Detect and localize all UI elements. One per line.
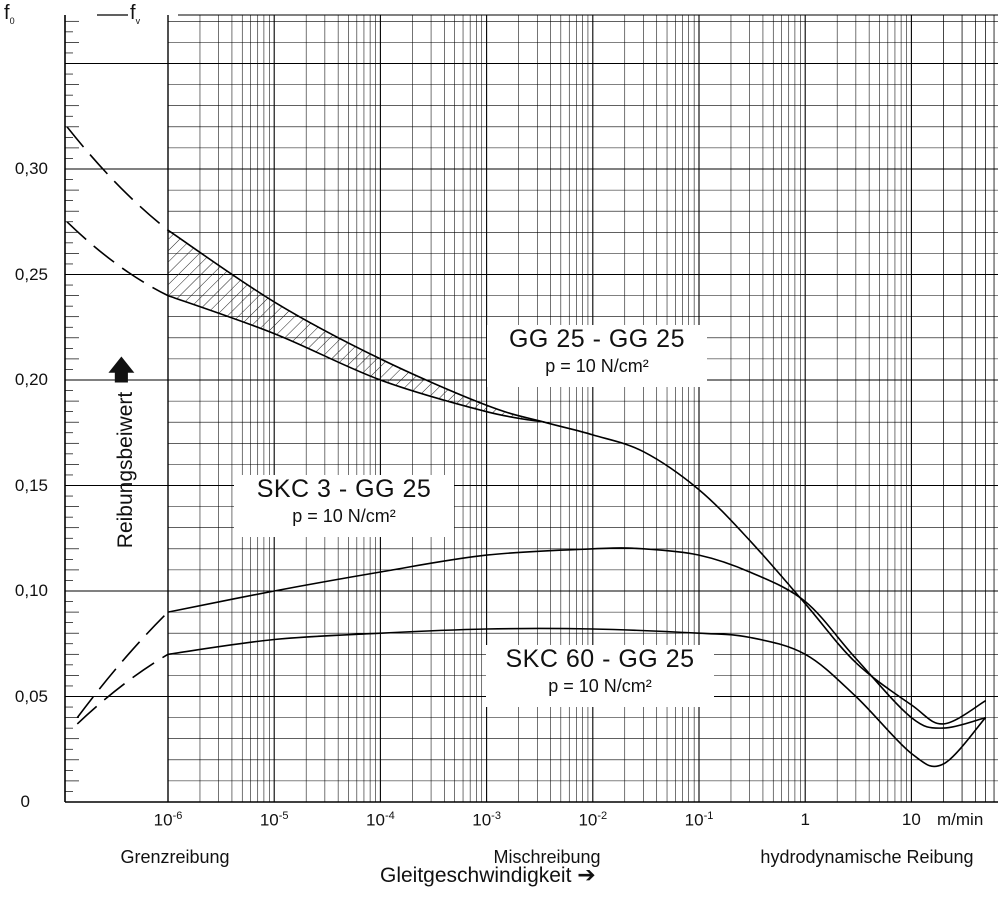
series-name-skc60: SKC 60 - GG 25 [505,645,695,673]
skc60-extrapolation [76,653,169,725]
x-tick-label: 10-6 [153,810,183,830]
fv-symbol: fv [130,2,141,26]
arrow-up-icon: 🡅 [107,354,136,385]
y-tick-label: 0 [20,792,30,811]
series-name-skc3: SKC 3 - GG 25 [256,475,432,503]
x-tick-label: 10 [901,810,921,829]
x-tick-label: 10-2 [578,810,608,830]
series-label-skc60: SKC 60 - GG 25 p = 10 N/cm² [486,645,714,707]
x-tick-label: 10-1 [684,810,714,830]
region-hydrodynamisch: hydrodynamische Reibung [760,847,974,867]
y-tick-label: 0,20 [14,370,48,389]
f0-symbol: f0 [4,2,15,26]
y-tick-label: 0,15 [14,475,48,495]
y-tick-label: 0,05 [14,686,48,706]
series-condition-skc3: p = 10 N/cm² [292,506,396,526]
region-mischreibung: Mischreibung [493,847,601,867]
gg25-upper-curve [167,229,987,725]
x-unit-label: m/min [937,810,984,829]
y-axis-label: Reibungsbeiwert [114,391,137,549]
skc60-curve [167,627,987,768]
y-tick-label: 0,10 [14,581,48,600]
skc3-curve [167,547,986,729]
series-condition-gg25: p = 10 N/cm² [545,356,649,376]
arrow-right-icon: ➔ [577,862,596,887]
gg25-upper-extrapolation [66,126,169,231]
x-axis-label: Gleitgeschwindigkeit ➔ [380,862,596,887]
series-label-gg25: GG 25 - GG 25 p = 10 N/cm² [487,325,707,387]
x-tick-label: 10-4 [366,810,395,830]
series-name-gg25: GG 25 - GG 25 [508,325,685,353]
y-tick-label: 0,25 [14,264,48,284]
gg25-lower-curve [167,294,545,423]
x-tick-label: 1 [800,810,810,829]
series-label-skc3: SKC 3 - GG 25 p = 10 N/cm² [234,475,454,537]
y-tick-label: 0,30 [14,159,48,178]
x-tick-label: 10-5 [259,810,289,830]
skc3-extrapolation [76,611,169,719]
gg25-lower-extrapolation [66,221,169,297]
x-tick-label: 10-3 [472,810,501,830]
region-grenzreibung: Grenzreibung [120,847,230,867]
curves [66,126,987,768]
axes [64,14,998,803]
series-condition-skc60: p = 10 N/cm² [548,676,652,696]
